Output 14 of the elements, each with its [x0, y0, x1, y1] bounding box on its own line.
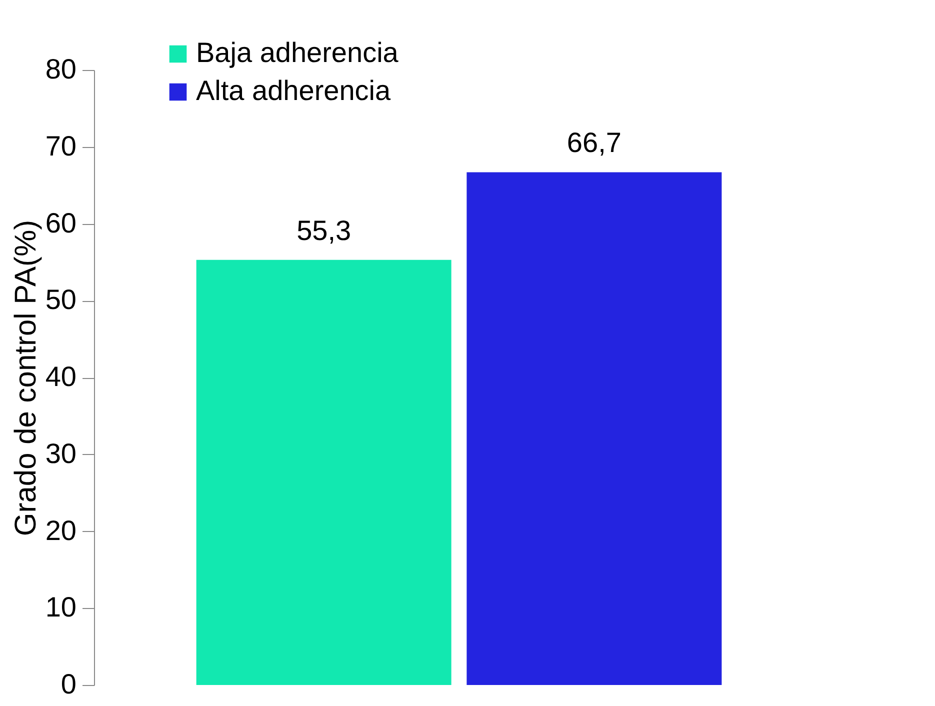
y-tick-label: 20 — [45, 514, 76, 546]
legend-label: Alta adherencia — [196, 75, 392, 106]
y-tick-label: 60 — [45, 207, 76, 238]
y-tick-label: 10 — [45, 592, 76, 623]
y-tick-label: 70 — [45, 130, 76, 162]
y-tick-label: 50 — [45, 284, 76, 316]
data-label: 66,7 — [566, 127, 622, 158]
y-tick-label: 40 — [45, 361, 76, 392]
y-tick-label: 30 — [45, 438, 76, 469]
data-label: 55,3 — [296, 214, 352, 246]
y-axis-title: Grado de control PA(%) — [9, 220, 42, 536]
y-tick-label: 0 — [60, 668, 76, 700]
y-tick-label: 80 — [45, 54, 76, 84]
legend-label: Baja adherencia — [196, 37, 399, 68]
